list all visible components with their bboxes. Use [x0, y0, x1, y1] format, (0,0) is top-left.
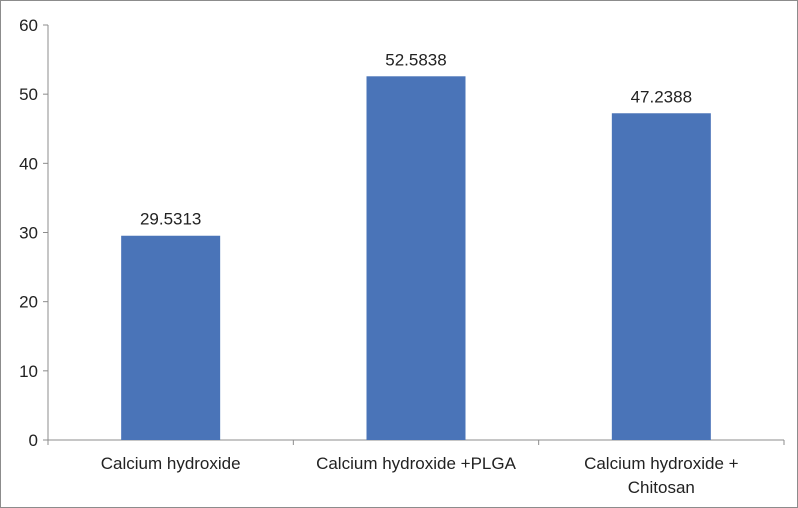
category-label: Calcium hydroxide +PLGA: [316, 454, 517, 473]
category-label: Calcium hydroxide +: [584, 454, 739, 473]
data-label: 29.5313: [140, 210, 201, 229]
category-labels: Calcium hydroxide Calcium hydroxide +PLGA…: [101, 454, 739, 497]
bars: [121, 76, 711, 441]
data-label: 52.5838: [385, 50, 446, 69]
y-tick-label: 30: [19, 224, 38, 243]
bar: [611, 113, 711, 441]
x-axis: [47, 439, 785, 445]
data-label: 47.2388: [631, 87, 692, 106]
data-labels: 29.5313 52.5838 47.2388: [140, 50, 692, 228]
y-tick-label: 40: [19, 154, 38, 173]
y-tick-label: 0: [29, 431, 38, 450]
y-tick-label: 50: [19, 85, 38, 104]
category-label: Chitosan: [628, 478, 695, 497]
category-label: Calcium hydroxide: [101, 454, 241, 473]
y-axis: 0 10 20 30 40 50 60: [19, 16, 49, 450]
bar: [121, 235, 221, 440]
y-tick-label: 60: [19, 16, 38, 35]
y-tick-label: 20: [19, 293, 38, 312]
y-tick-label: 10: [19, 362, 38, 381]
bar: [366, 76, 466, 440]
